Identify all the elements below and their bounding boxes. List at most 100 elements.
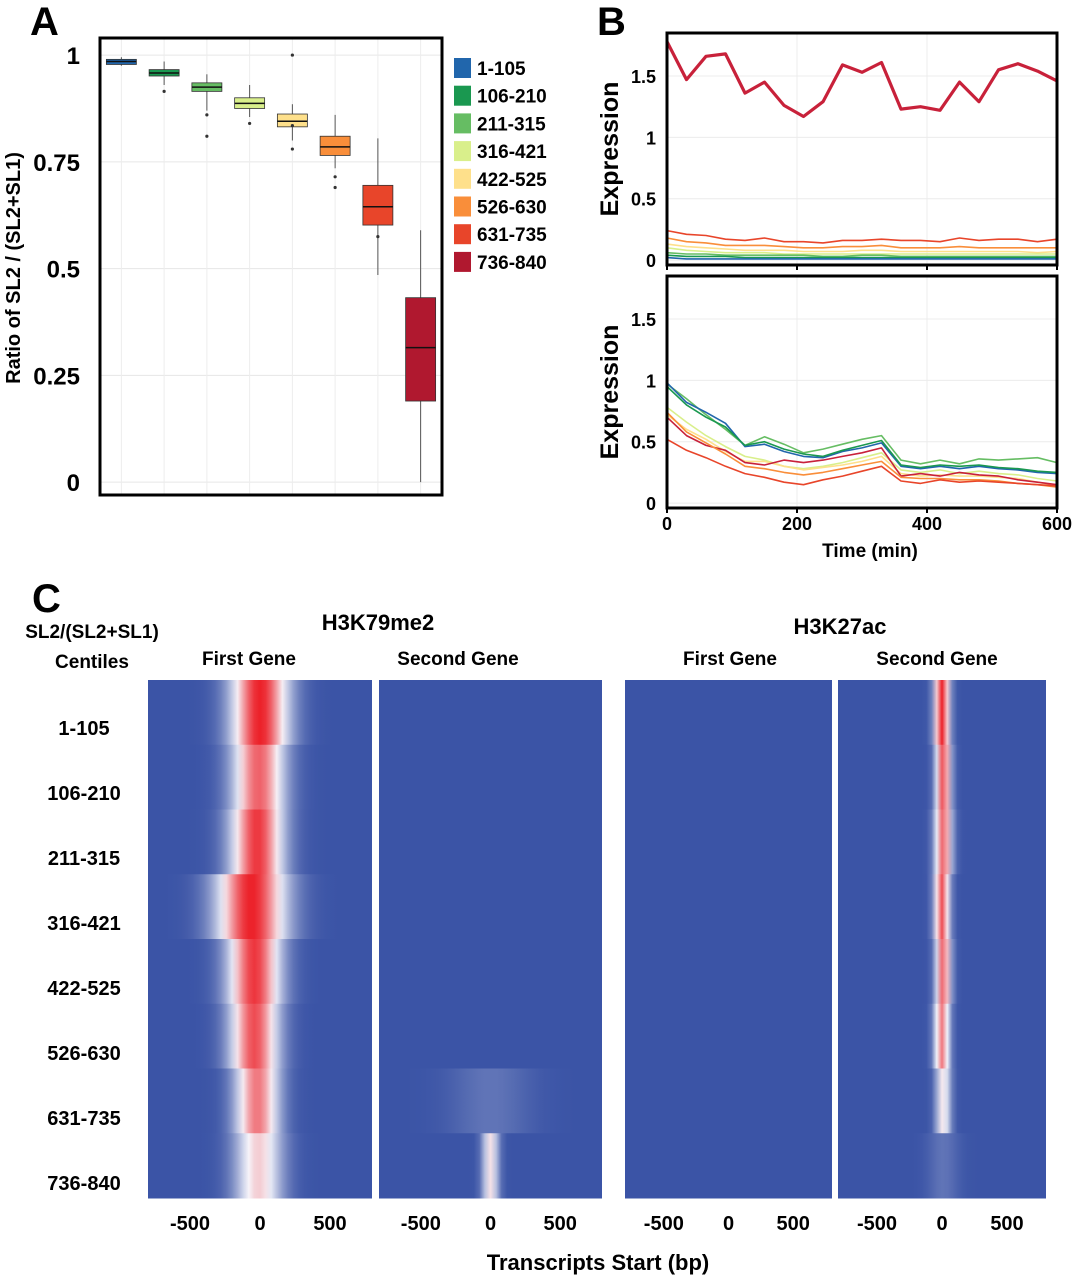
heatmap-row [379,809,602,875]
box-outlier [248,121,252,126]
heatmap-row [838,809,1046,875]
box-outlier [290,123,294,128]
y-tick-label: 0 [646,251,656,271]
heatmap-row [148,1068,372,1134]
heatmap-row [838,1133,1046,1199]
x-tick-label: 200 [782,514,812,534]
panel-a: 0 0.25 0.5 0.75 1 Ratio of SL2 / (SL2+SL1) 1… [3,36,547,497]
y-tick-label: 1.5 [631,310,656,330]
panel-b-top-frame [665,31,1059,267]
rows-header-line2: Centiles [55,652,129,673]
heatmap-row [838,744,1046,810]
x-tick-label: 0 [936,1213,947,1235]
legend-label: 1-105 [477,59,526,80]
heatmap-row [148,1133,372,1199]
mark2-title: H3K27ac [794,614,887,639]
heatmap-row [625,1003,832,1069]
legend-swatch [454,58,471,78]
heatmap-row [625,1133,832,1199]
legend-swatch [454,85,471,106]
panel-b-bottom-lines [666,382,1058,488]
panel-c-heatmaps [148,680,1046,1199]
box [319,135,351,156]
series-line [666,438,1058,487]
y-tick-label: 1 [646,371,656,391]
panel-b-bottom-yticks: 0 0.5 1 1.5 [631,310,656,514]
row-label: 211-315 [48,848,120,870]
legend-label: 211-315 [477,114,546,135]
x-tick-label: 0 [254,1213,265,1235]
row-label: 1-105 [58,718,109,740]
panel-a-legend: 1-105 106-210 211-315 316-421 422-525 526-630… [454,58,547,274]
heatmap-row [379,939,602,1005]
heatmap-row [625,680,832,746]
heatmap-2-gene-label: Second Gene [397,649,518,670]
panel-a-grid [100,38,442,495]
x-tick-label: 500 [777,1213,810,1235]
heatmap-1-gene-label: First Gene [202,649,296,670]
panel-c: SL2/(SL2+SL1) Centiles H3K79me2 H3K27ac … [25,610,1046,1275]
heatmap-row [379,1133,602,1199]
x-tick-label: -500 [401,1213,441,1235]
row-label: 736-840 [47,1173,120,1195]
box-outlier [205,134,209,138]
row-label: 316-421 [47,913,120,935]
heatmap-row [148,680,372,746]
heatmap-row [379,1068,602,1134]
heatmap-row [148,874,372,940]
series-line [666,385,1058,474]
box-outlier [162,89,166,93]
heatmap-row [838,1003,1046,1069]
series-line [666,406,1058,482]
heatmap-row [838,874,1046,940]
panel-a-boxes [105,53,437,483]
legend-label: 316-421 [477,142,547,163]
heatmap-row [379,874,602,940]
legend-swatch [454,224,471,245]
box [362,184,394,226]
x-tick-label: -500 [644,1213,684,1235]
box [405,297,437,402]
y-tick-label: 1 [646,128,656,148]
x-tick-label: -500 [170,1213,210,1235]
series-line [666,254,1057,259]
heatmap-row [625,809,832,875]
panel-b-xlabel: Time (min) [822,541,918,562]
series-line [666,256,1057,260]
panel-b-xticks: 0 200 400 600 [662,514,1072,534]
x-tick-label: 0 [723,1213,734,1235]
series-line [666,247,1057,255]
x-tick-label: 400 [912,514,942,534]
series-line [666,383,1058,465]
panel-b-label: B [597,0,626,44]
box-outlier [376,235,380,239]
heatmap-4-gene-label: Second Gene [876,649,997,670]
x-tick-label: 500 [313,1213,346,1235]
heatmap-row [625,1068,832,1134]
panel-b-top-yticks: 0 0.5 1 1.5 [631,67,656,271]
y-tick-label: 0.5 [631,190,656,210]
heatmap-row [838,1068,1046,1134]
heatmap-row [148,1003,372,1069]
row-label: 106-210 [47,783,120,805]
panel-b-top-lines [665,40,1058,260]
panel-b: 00.511.5 Expression 00.511.5 0 200 400 600 … [596,31,1072,562]
heatmap-row [838,680,1046,746]
panel-a-ylabel: Ratio of SL2 / (SL2+SL1) [3,152,25,384]
series-line [666,243,1058,254]
legend-label: 736-840 [477,253,547,274]
panel-c-xticks: -500 0 500 -500 0 500 -500 0 500 -500 0 500 [170,1213,1024,1235]
heatmap-row [379,744,602,810]
series-line [666,251,1057,258]
box-outlier [290,147,294,151]
box-outlier [205,113,209,117]
series-line [665,40,1058,119]
y-tick-label: 1.5 [631,67,656,87]
x-tick-label: 500 [990,1213,1023,1235]
heatmap-row [379,680,602,746]
x-tick-label: 600 [1042,514,1072,534]
x-tick-label: 0 [485,1213,496,1235]
mark1-title: H3K79me2 [322,610,435,635]
heatmap-row [148,939,372,1005]
panel-c-label: C [32,577,61,621]
